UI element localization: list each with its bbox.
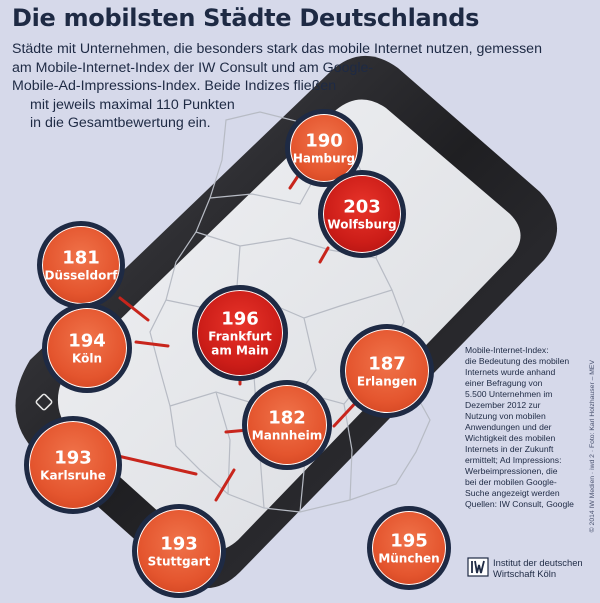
note-line: Mobile-Internet-Index: [465, 345, 549, 355]
city-bubble-duesseldorf: 181 Düsseldorf [37, 221, 125, 309]
city-name: Erlangen [356, 374, 418, 389]
connector-koeln [134, 340, 170, 348]
city-name: Stuttgart [147, 554, 211, 569]
city-score: 187 [368, 353, 406, 375]
city-score: 195 [390, 530, 428, 552]
intro-line: mit jeweils maximal 110 Punkten [30, 96, 235, 113]
city-score: 203 [343, 196, 381, 218]
note-line: Wichtigkeit des mobilen [465, 433, 556, 443]
city-bubble-muenchen: 195 München [367, 506, 451, 590]
note-line: Nutzung von mobilen [465, 411, 546, 421]
city-score: 194 [68, 330, 106, 352]
iw-logo: Institut der deutschen Wirtschaft Köln [467, 553, 587, 583]
intro-line: in die Gesamtbewertung ein. [30, 115, 211, 132]
city-bubble-mannheim: 182 Mannheim [242, 380, 332, 470]
city-name: München [378, 551, 440, 566]
note-line: Dezember 2012 zur [465, 400, 541, 410]
city-name: Mannheim [251, 428, 323, 443]
connector-karlsruhe [116, 454, 198, 476]
city-name: Düsseldorf [44, 268, 118, 283]
note-line: Quellen: IW Consult, Google [465, 499, 574, 509]
intro-line: Mobile-Ad-Impressions-Index. Beide Indiz… [12, 78, 337, 95]
city-score: 190 [305, 130, 343, 152]
note-line: einer Befragung von [465, 378, 543, 388]
city-name: Frankfurt am Main [208, 329, 272, 358]
city-name: Hamburg [292, 151, 356, 166]
iw-logo-text: Institut der deutschen Wirtschaft Köln [493, 557, 583, 579]
connector-wolfsburg [318, 246, 330, 264]
photo-credit: © 2014 IW Medien · iwd 2 · Foto: Karl Ho… [589, 360, 596, 533]
note-line: ermittelt; Ad Impressions: [465, 455, 562, 465]
city-bubble-frankfurt-am-main: 196 Frankfurt am Main [192, 285, 288, 381]
city-name: Köln [72, 351, 102, 366]
city-score: 193 [54, 447, 92, 469]
city-score: 182 [268, 407, 306, 429]
city-bubble-karlsruhe: 193 Karlsruhe [24, 416, 122, 514]
connector-duesseldorf [118, 296, 150, 322]
intro-line: Städte mit Unternehmen, die besonders st… [12, 41, 542, 57]
note-line: bei der mobilen Google- [465, 477, 557, 487]
methodology-note: Mobile-Internet-Index: die Bedeutung des… [465, 345, 583, 510]
iw-logo-icon [467, 557, 489, 577]
city-name: Wolfsburg [327, 217, 397, 232]
intro-line: am Mobile-Internet-Index der IW Consult … [12, 59, 374, 76]
note-line: Werbeimpressionen, die [465, 466, 558, 476]
city-score: 193 [160, 533, 198, 555]
connector-stuttgart [214, 468, 236, 502]
page-title: Die mobilsten Städte Deutschlands [12, 4, 480, 32]
note-line: 5.500 Unternehmen im [465, 389, 553, 399]
city-name: Karlsruhe [40, 468, 106, 483]
logo-line: Institut der deutschen [493, 557, 583, 568]
city-bubble-koeln: 194 Köln [42, 303, 132, 393]
city-bubble-wolfsburg: 203 Wolfsburg [318, 170, 406, 258]
city-bubble-erlangen: 187 Erlangen [340, 324, 434, 418]
logo-line: Wirtschaft Köln [493, 568, 557, 579]
phone-home-button [35, 393, 53, 411]
note-line: Internets in der Zukunft [465, 444, 554, 454]
intro-text: Städte mit Unternehmen, die besonders st… [12, 40, 542, 133]
note-line: Internets wurde anhand [465, 367, 556, 377]
note-line: Suche angezeigt werden [465, 488, 560, 498]
note-line: die Bedeutung des mobilen [465, 356, 570, 366]
city-score: 181 [62, 247, 100, 269]
city-score: 196 [221, 308, 259, 330]
city-bubble-stuttgart: 193 Stuttgart [132, 504, 226, 598]
note-line: Anwendungen und der [465, 422, 552, 432]
